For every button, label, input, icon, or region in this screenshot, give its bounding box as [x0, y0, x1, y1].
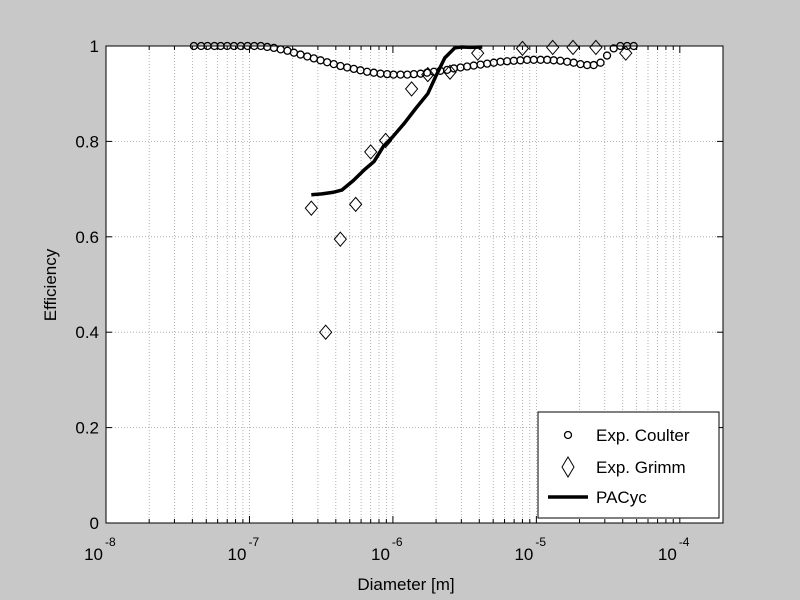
- x-tick-label-exponent: -5: [535, 535, 546, 549]
- ticks: [105, 45, 724, 524]
- x-tick-labels: 10-810-710-610-510-4: [84, 535, 690, 564]
- data-point-diamond: [349, 196, 363, 213]
- y-tick-label: 0: [90, 514, 99, 533]
- legend-label-pacyc: PACyc: [596, 488, 647, 507]
- data-point-diamond: [589, 39, 603, 56]
- x-tick-label-base: 10: [228, 545, 247, 564]
- x-tick-label-exponent: -6: [392, 535, 403, 549]
- series-pacyc: [311, 45, 483, 197]
- x-tick-label-base: 10: [371, 545, 390, 564]
- legend-marker-grimm: [561, 456, 575, 478]
- y-tick-label: 0.8: [75, 132, 99, 151]
- x-tick-label-exponent: -8: [105, 535, 116, 549]
- data-point-diamond: [404, 81, 419, 97]
- y-tick-labels: 0 0.2 0.4 0.6 0.8 1: [75, 37, 99, 533]
- x-tick-label: 10-4: [658, 535, 690, 564]
- x-tick-label-exponent: -7: [248, 535, 259, 549]
- data-point-diamond: [619, 45, 633, 61]
- y-axis-label: Efficiency: [41, 248, 60, 321]
- data-point-circle: [602, 51, 612, 60]
- legend-label-coulter: Exp. Coulter: [596, 426, 690, 445]
- x-tick-label-exponent: -4: [679, 535, 690, 549]
- data-point-diamond: [566, 39, 580, 56]
- data-point-diamond: [421, 66, 435, 83]
- x-tick-label: 10-6: [371, 535, 403, 564]
- series-layer: [189, 39, 638, 340]
- x-tick-label-base: 10: [514, 545, 533, 564]
- x-axis-label: Diameter [m]: [357, 575, 454, 594]
- y-tick-label: 0.2: [75, 419, 99, 438]
- legend-label-grimm: Exp. Grimm: [596, 458, 686, 477]
- data-point-diamond: [364, 144, 378, 160]
- y-tick-label: 0.6: [75, 228, 99, 247]
- legend-marker-coulter: [563, 430, 573, 440]
- x-tick-label-base: 10: [658, 545, 677, 564]
- data-point-diamond: [333, 231, 347, 247]
- data-point-diamond: [471, 45, 485, 61]
- x-tick-label: 10-5: [514, 535, 546, 564]
- legend-box: [537, 411, 720, 519]
- data-point-circle: [596, 58, 605, 67]
- x-tick-label: 10-8: [84, 535, 116, 564]
- data-point-diamond: [304, 200, 318, 216]
- x-tick-label-base: 10: [84, 545, 103, 564]
- legend: Exp. Coulter Exp. Grimm PACyc: [537, 411, 720, 519]
- data-point-diamond: [546, 39, 560, 56]
- series-line: [311, 45, 483, 197]
- data-point-diamond: [443, 64, 457, 81]
- y-tick-label: 0.4: [75, 323, 99, 342]
- x-tick-label: 10-7: [228, 535, 260, 564]
- data-point-diamond: [319, 324, 333, 340]
- y-tick-label: 1: [90, 37, 99, 56]
- plot-frame: [105, 45, 724, 524]
